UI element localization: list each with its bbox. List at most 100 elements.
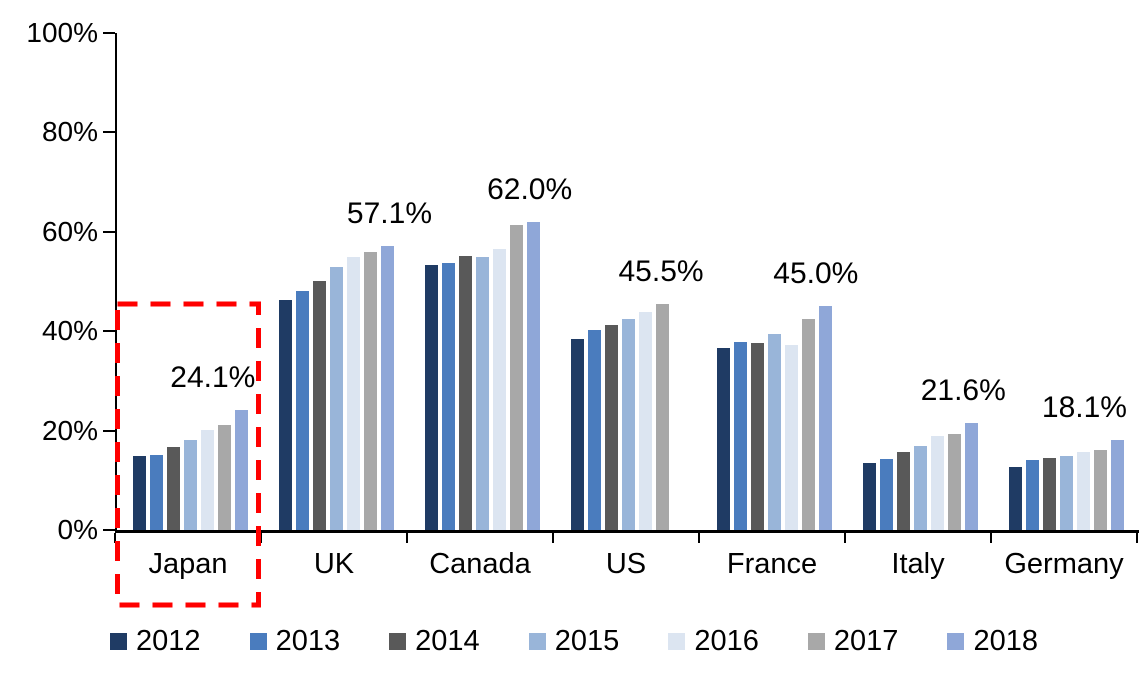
bar-japan-2014 <box>166 446 180 530</box>
bar-group-us <box>555 33 701 530</box>
x-category-label-uk: UK <box>313 548 355 580</box>
x-category-label-germany: Germany <box>1004 548 1124 580</box>
bar-japan-2016 <box>200 430 214 530</box>
bar-uk-2012 <box>278 299 292 530</box>
bar-japan-2018 <box>234 410 248 530</box>
bar-uk-2016 <box>346 256 360 530</box>
bar-france-2016 <box>784 344 798 530</box>
y-tick-mark-0 <box>103 529 115 531</box>
legend-label-2017: 2017 <box>833 625 899 657</box>
bar-us-2012 <box>570 339 584 530</box>
bar-italy-2016 <box>930 435 944 530</box>
x-category-label-japan: Japan <box>148 548 228 580</box>
bar-uk-2013 <box>295 291 309 530</box>
legend-swatch-2018 <box>947 632 965 650</box>
bar-group-canada <box>409 33 555 530</box>
x-tick-mark-2 <box>406 533 408 543</box>
legend-label-2016: 2016 <box>694 625 759 657</box>
bar-uk-2018 <box>380 246 394 530</box>
data-label-canada: 62.0% <box>487 172 573 206</box>
legend-label-2015: 2015 <box>554 625 620 657</box>
legend-item-2017: 2017 <box>807 625 899 657</box>
bar-canada-2014 <box>458 255 472 530</box>
x-tick-mark-0 <box>114 533 116 543</box>
x-tick-mark-6 <box>990 533 992 543</box>
x-tick-mark-7 <box>1136 533 1138 543</box>
bar-us-2017 <box>655 303 669 530</box>
legend-swatch-2017 <box>807 632 825 650</box>
data-label-uk: 57.1% <box>346 197 433 231</box>
bar-group-italy <box>847 33 993 530</box>
bar-italy-2014 <box>896 452 910 530</box>
bar-canada-2013 <box>441 262 455 530</box>
y-tick-mark-60 <box>103 230 115 233</box>
x-category-label-italy: Italy <box>891 548 945 580</box>
legend-item-2014: 2014 <box>389 626 480 656</box>
data-label-italy: 21.6% <box>920 373 1006 407</box>
y-tick-label-20: 20% <box>41 414 98 446</box>
bar-japan-2013 <box>149 455 163 530</box>
data-label-japan: 24.1% <box>170 361 256 395</box>
bar-italy-2018 <box>964 422 978 530</box>
bar-france-2013 <box>733 342 747 530</box>
y-tick-label-60: 60% <box>41 215 98 247</box>
bar-france-2015 <box>767 334 781 530</box>
bar-uk-2017 <box>363 251 377 530</box>
data-label-germany: 18.1% <box>1041 391 1127 425</box>
bar-france-2018 <box>818 306 832 530</box>
legend-item-2016: 2016 <box>668 626 759 656</box>
bar-germany-2012 <box>1008 467 1022 530</box>
bar-group-france <box>701 33 847 530</box>
bar-italy-2012 <box>862 463 876 530</box>
bar-germany-2016 <box>1076 452 1090 530</box>
x-tick-mark-4 <box>698 533 700 543</box>
legend-item-2013: 2013 <box>249 625 341 657</box>
legend-swatch-2013 <box>249 632 267 650</box>
bar-canada-2018 <box>526 221 540 530</box>
y-tick-label-80: 80% <box>41 116 98 148</box>
bar-germany-2018 <box>1110 440 1124 530</box>
bar-group-japan <box>117 33 263 530</box>
legend-swatch-2012 <box>110 632 127 650</box>
data-label-us: 45.5% <box>618 254 704 288</box>
bar-group-germany <box>993 33 1139 530</box>
x-category-label-canada: Canada <box>429 548 531 580</box>
bar-france-2014 <box>750 342 764 530</box>
bar-france-2012 <box>716 348 730 530</box>
legend-swatch-2014 <box>389 632 407 650</box>
bar-germany-2017 <box>1093 449 1107 530</box>
bar-us-2013 <box>587 329 601 530</box>
bar-group-uk <box>263 33 409 530</box>
legend-label-2014: 2014 <box>415 625 480 657</box>
x-tick-mark-5 <box>844 533 846 543</box>
bar-uk-2015 <box>329 266 343 530</box>
legend-item-2018: 2018 <box>947 626 1038 656</box>
y-tick-mark-100 <box>103 32 115 34</box>
legend-swatch-2015 <box>528 632 546 650</box>
bar-us-2014 <box>604 324 618 530</box>
legend-label-2018: 2018 <box>973 625 1038 657</box>
bar-germany-2013 <box>1025 460 1039 530</box>
bar-italy-2013 <box>879 459 893 530</box>
x-tick-mark-1 <box>260 533 262 543</box>
y-tick-label-0: 0% <box>57 514 98 545</box>
legend-item-2015: 2015 <box>528 625 620 657</box>
data-label-france: 45.0% <box>773 257 859 291</box>
bar-italy-2017 <box>947 434 961 530</box>
legend: 2012 2013 2014 2015 2016 2017 2018 <box>110 626 1038 656</box>
bar-canada-2017 <box>509 224 523 530</box>
bar-us-2016 <box>638 312 652 530</box>
legend-item-2012: 2012 <box>110 626 201 656</box>
legend-label-2013: 2013 <box>275 625 341 657</box>
x-category-label-france: France <box>726 548 818 580</box>
bar-italy-2015 <box>913 445 927 530</box>
bar-uk-2014 <box>312 281 326 530</box>
bar-japan-2017 <box>217 424 231 530</box>
bar-canada-2016 <box>492 249 506 530</box>
y-tick-label-100: 100% <box>26 17 98 48</box>
bar-germany-2014 <box>1042 457 1056 530</box>
bar-japan-2012 <box>132 455 146 530</box>
y-tick-label-40: 40% <box>41 315 98 347</box>
x-category-label-us: US <box>605 548 647 580</box>
